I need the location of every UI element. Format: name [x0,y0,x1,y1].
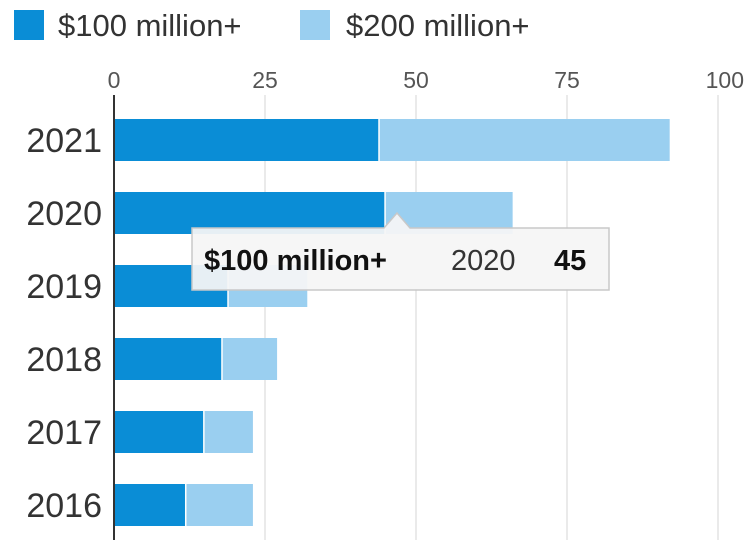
legend[interactable]: $100 million+ $200 million+ [14,8,530,43]
x-tick-label-100: 100 [706,67,744,93]
legend-label-200m: $200 million+ [346,8,530,43]
tooltip-series: $100 million+ [204,245,387,277]
bar-2017-series-0[interactable] [114,411,204,453]
bar-2021-series-0[interactable] [114,119,379,161]
bar-2018-series-1[interactable] [222,338,278,380]
bar-2018-series-0[interactable] [114,338,222,380]
category-labels: 2021 2020 2019 2018 2017 2016 [26,122,102,525]
tooltip: $100 million+ 2020 45 [191,211,610,291]
bar-2020-series-0[interactable] [114,192,385,234]
legend-item-200m[interactable]: $200 million+ [300,8,530,43]
x-tick-label-25: 25 [252,67,278,93]
category-label-2016: 2016 [26,487,102,525]
x-axis-tick-labels: 0 25 50 75 100 [108,67,744,93]
legend-swatch-200m [300,10,330,40]
tooltip-value: 45 [554,245,586,277]
category-label-2017: 2017 [26,414,102,452]
bar-2021-series-1[interactable] [379,119,670,161]
gridlines [264,95,719,540]
bar-2016-series-1[interactable] [186,484,253,526]
tooltip-box [191,211,610,291]
category-label-2019: 2019 [26,268,102,306]
category-label-2020: 2020 [26,195,102,233]
tooltip-category: 2020 [451,245,516,277]
category-label-2018: 2018 [26,341,102,379]
legend-item-100m[interactable]: $100 million+ [14,8,242,43]
x-tick-label-50: 50 [403,67,429,93]
bars [114,119,670,526]
legend-swatch-100m [14,10,44,40]
bar-2017-series-1[interactable] [204,411,253,453]
x-tick-label-75: 75 [554,67,580,93]
bar-2016-series-0[interactable] [114,484,185,526]
x-tick-label-0: 0 [108,67,121,93]
legend-label-100m: $100 million+ [58,8,242,43]
category-label-2021: 2021 [26,122,102,160]
